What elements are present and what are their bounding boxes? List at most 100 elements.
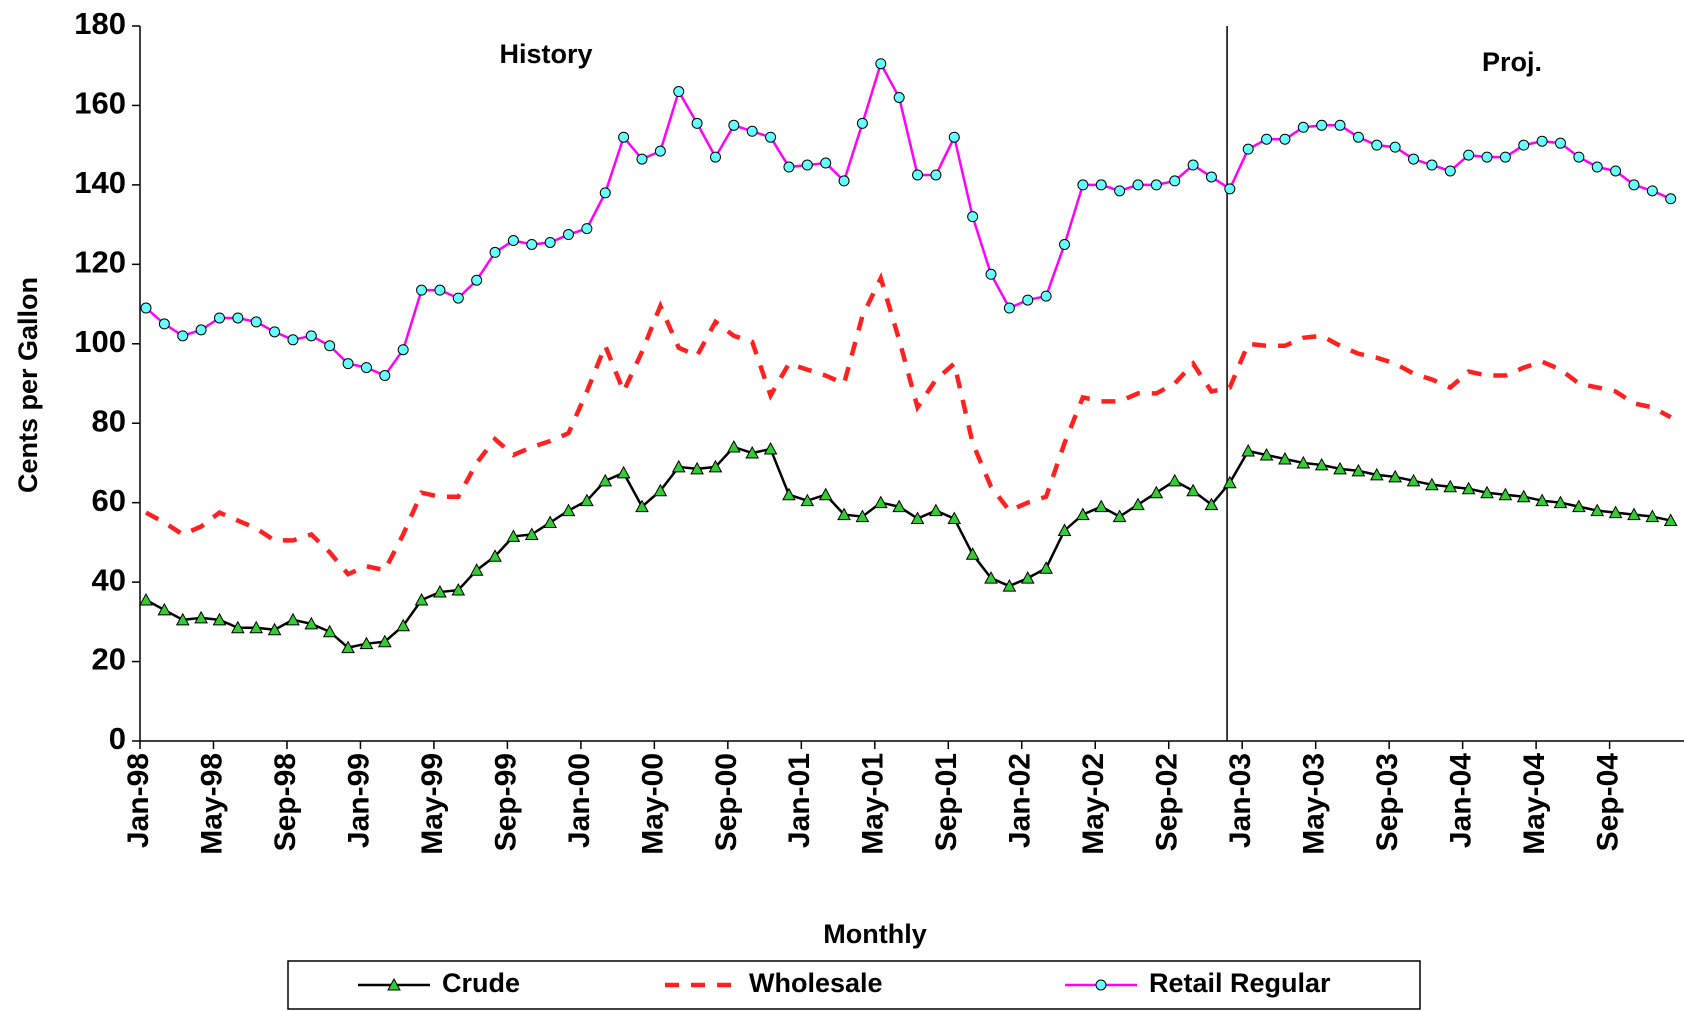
data-point	[489, 246, 501, 258]
data-point	[359, 636, 374, 650]
data-point	[1167, 473, 1182, 487]
legend-box	[287, 960, 1421, 1010]
data-point	[1499, 151, 1511, 163]
data-point	[1114, 185, 1126, 197]
data-point	[581, 223, 593, 235]
series-line	[144, 272, 1672, 577]
data-point	[1590, 503, 1605, 517]
data-point	[1242, 143, 1254, 155]
data-point	[1645, 509, 1660, 523]
x-tick-label: Sep-00	[710, 753, 743, 851]
data-point	[305, 330, 317, 342]
data-point	[287, 334, 299, 346]
data-point	[1463, 149, 1475, 161]
data-point	[194, 610, 208, 624]
data-point	[1076, 507, 1090, 521]
data-point	[654, 145, 666, 157]
data-point	[1186, 483, 1200, 497]
data-point	[322, 624, 337, 638]
data-point	[1535, 493, 1549, 507]
data-point	[1426, 159, 1438, 171]
data-point	[873, 495, 888, 509]
data-point	[673, 86, 685, 98]
x-tick-label: Sep-03	[1371, 753, 1404, 851]
data-point	[929, 503, 943, 517]
x-tick-label: May-99	[416, 753, 449, 855]
data-point	[1406, 473, 1421, 487]
data-point	[746, 125, 758, 137]
y-tick-label: 80	[92, 403, 126, 438]
data-point	[726, 440, 741, 453]
data-point	[1039, 561, 1053, 574]
data-point	[965, 547, 980, 560]
data-point	[506, 529, 521, 542]
data-point	[341, 640, 355, 654]
data-point	[1296, 455, 1311, 469]
data-point	[1351, 463, 1366, 477]
x-tick-label: Jan-98	[122, 753, 155, 848]
data-point	[1077, 179, 1089, 191]
data-point	[1573, 151, 1585, 163]
data-point	[195, 324, 207, 336]
data-point	[434, 284, 446, 296]
data-point	[1003, 302, 1015, 314]
data-point	[397, 344, 409, 356]
x-tick-label: Sep-04	[1592, 753, 1625, 852]
data-point	[213, 312, 225, 324]
data-point	[377, 634, 392, 648]
data-point	[801, 159, 813, 171]
data-point	[599, 187, 611, 199]
data-point	[985, 268, 997, 280]
data-point	[947, 511, 962, 525]
data-point	[1204, 497, 1219, 511]
data-point	[177, 330, 189, 342]
y-tick-label: 100	[74, 324, 126, 359]
data-point	[175, 612, 190, 626]
data-point	[912, 169, 924, 181]
data-point	[671, 459, 686, 473]
data-point	[1314, 457, 1329, 471]
data-point	[930, 169, 942, 181]
x-tick-label: Jan-01	[783, 753, 816, 848]
data-point	[1278, 451, 1292, 465]
data-point	[304, 616, 319, 630]
series-line	[145, 60, 1672, 378]
data-point	[1408, 153, 1420, 165]
data-point	[709, 151, 721, 163]
data-point	[563, 229, 575, 241]
x-tick-label: May-02	[1077, 753, 1110, 855]
data-point	[948, 131, 960, 143]
data-point	[820, 157, 832, 169]
annotation: History	[499, 39, 592, 69]
data-point	[267, 622, 282, 636]
data-point	[580, 493, 594, 507]
data-point	[1020, 571, 1035, 584]
data-point	[269, 326, 281, 338]
x-tick-label: Sep-98	[269, 753, 302, 851]
data-point	[708, 459, 723, 473]
y-tick-label: 140	[74, 165, 126, 200]
data-point	[1628, 179, 1640, 191]
data-point	[1610, 165, 1622, 177]
y-tick-label: 160	[74, 86, 126, 121]
data-point	[139, 592, 153, 606]
data-point	[1443, 479, 1458, 493]
x-tick-label: May-04	[1518, 753, 1551, 855]
x-tick-label: Jan-02	[1004, 753, 1037, 848]
data-point	[360, 362, 372, 374]
data-point	[984, 571, 998, 584]
data-point	[618, 131, 630, 143]
data-point	[1259, 447, 1274, 461]
data-point	[800, 493, 815, 507]
data-point	[1425, 477, 1439, 491]
data-point	[1498, 487, 1513, 501]
data-point	[910, 511, 925, 525]
data-point	[598, 473, 613, 487]
data-point	[1461, 481, 1476, 495]
data-point	[561, 503, 576, 517]
y-axis-title: Cents per Gallon	[13, 277, 43, 493]
data-point	[1297, 121, 1309, 133]
data-point	[526, 238, 538, 250]
data-point	[544, 236, 556, 248]
